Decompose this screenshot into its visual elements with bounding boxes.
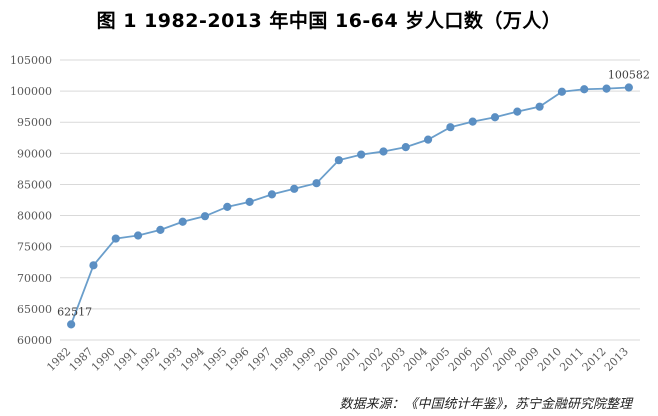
x-tick-label: 1997	[245, 345, 274, 374]
data-point	[156, 225, 165, 234]
data-point	[245, 197, 254, 206]
data-point	[580, 85, 589, 94]
data-point	[133, 231, 143, 240]
data-point	[67, 320, 76, 329]
x-tick-label: 2012	[580, 345, 609, 374]
y-tick-label: 90000	[17, 147, 52, 160]
y-tick-label: 70000	[17, 272, 52, 285]
data-point	[200, 212, 210, 221]
data-point	[513, 107, 522, 116]
data-point	[557, 87, 567, 96]
x-tick-label: 1995	[200, 345, 229, 374]
x-tick-label: 2001	[334, 345, 363, 374]
data-point	[401, 143, 410, 152]
x-tick-label: 2002	[357, 345, 386, 374]
data-label: 100582	[608, 68, 650, 81]
y-tick-label: 75000	[17, 241, 52, 254]
data-point	[379, 147, 388, 156]
x-tick-label: 1998	[267, 345, 296, 374]
y-tick-label: 100000	[10, 85, 52, 98]
x-tick-label: 1993	[156, 345, 185, 374]
x-tick-label: 2007	[468, 345, 497, 374]
y-tick-label: 60000	[17, 334, 52, 347]
x-tick-label: 1996	[223, 345, 252, 374]
data-point	[111, 234, 120, 243]
data-point	[178, 217, 187, 226]
x-tick-label: 1990	[89, 345, 118, 374]
chart-title: 图 1 1982-2013 年中国 16-64 岁人口数（万人）	[96, 10, 562, 32]
y-tick-label: 105000	[10, 54, 52, 67]
data-point	[357, 150, 366, 159]
x-tick-label: 1992	[134, 345, 163, 374]
data-label: 62517	[57, 305, 92, 318]
data-point	[446, 123, 455, 132]
data-point	[490, 113, 500, 122]
x-tick-label: 2006	[446, 345, 475, 374]
x-tick-label: 2004	[401, 345, 430, 374]
x-tick-label: 2010	[535, 345, 564, 374]
x-tick-label: 1991	[111, 345, 140, 374]
y-tick-label: 95000	[17, 116, 52, 129]
data-point	[468, 117, 477, 126]
x-tick-label: 2000	[312, 345, 341, 374]
x-tick-label: 2011	[557, 345, 586, 374]
data-point	[624, 83, 633, 92]
data-point	[290, 184, 299, 193]
data-point	[267, 190, 277, 199]
y-tick-label: 65000	[17, 303, 52, 316]
x-tick-label: 1999	[290, 345, 319, 374]
data-point	[602, 84, 611, 93]
series-line	[70, 86, 629, 325]
y-tick-label: 85000	[17, 178, 52, 191]
x-tick-label: 1987	[67, 345, 96, 374]
x-tick-label: 2009	[513, 345, 542, 374]
x-tick-label: 2008	[490, 345, 519, 374]
data-point	[312, 179, 321, 188]
data-point	[334, 156, 343, 165]
data-point	[423, 135, 433, 144]
data-source-note: 数据来源：《中国统计年鉴》，苏宁金融研究院整理	[339, 397, 632, 412]
data-point	[89, 261, 98, 270]
x-tick-label: 1982	[44, 345, 73, 374]
data-point	[223, 202, 232, 211]
x-tick-label: 2005	[424, 345, 453, 374]
x-tick-label: 1994	[178, 345, 207, 374]
data-point	[535, 102, 544, 111]
y-tick-label: 80000	[17, 210, 52, 223]
x-tick-label: 2003	[379, 345, 408, 374]
x-tick-label: 2013	[602, 345, 631, 374]
